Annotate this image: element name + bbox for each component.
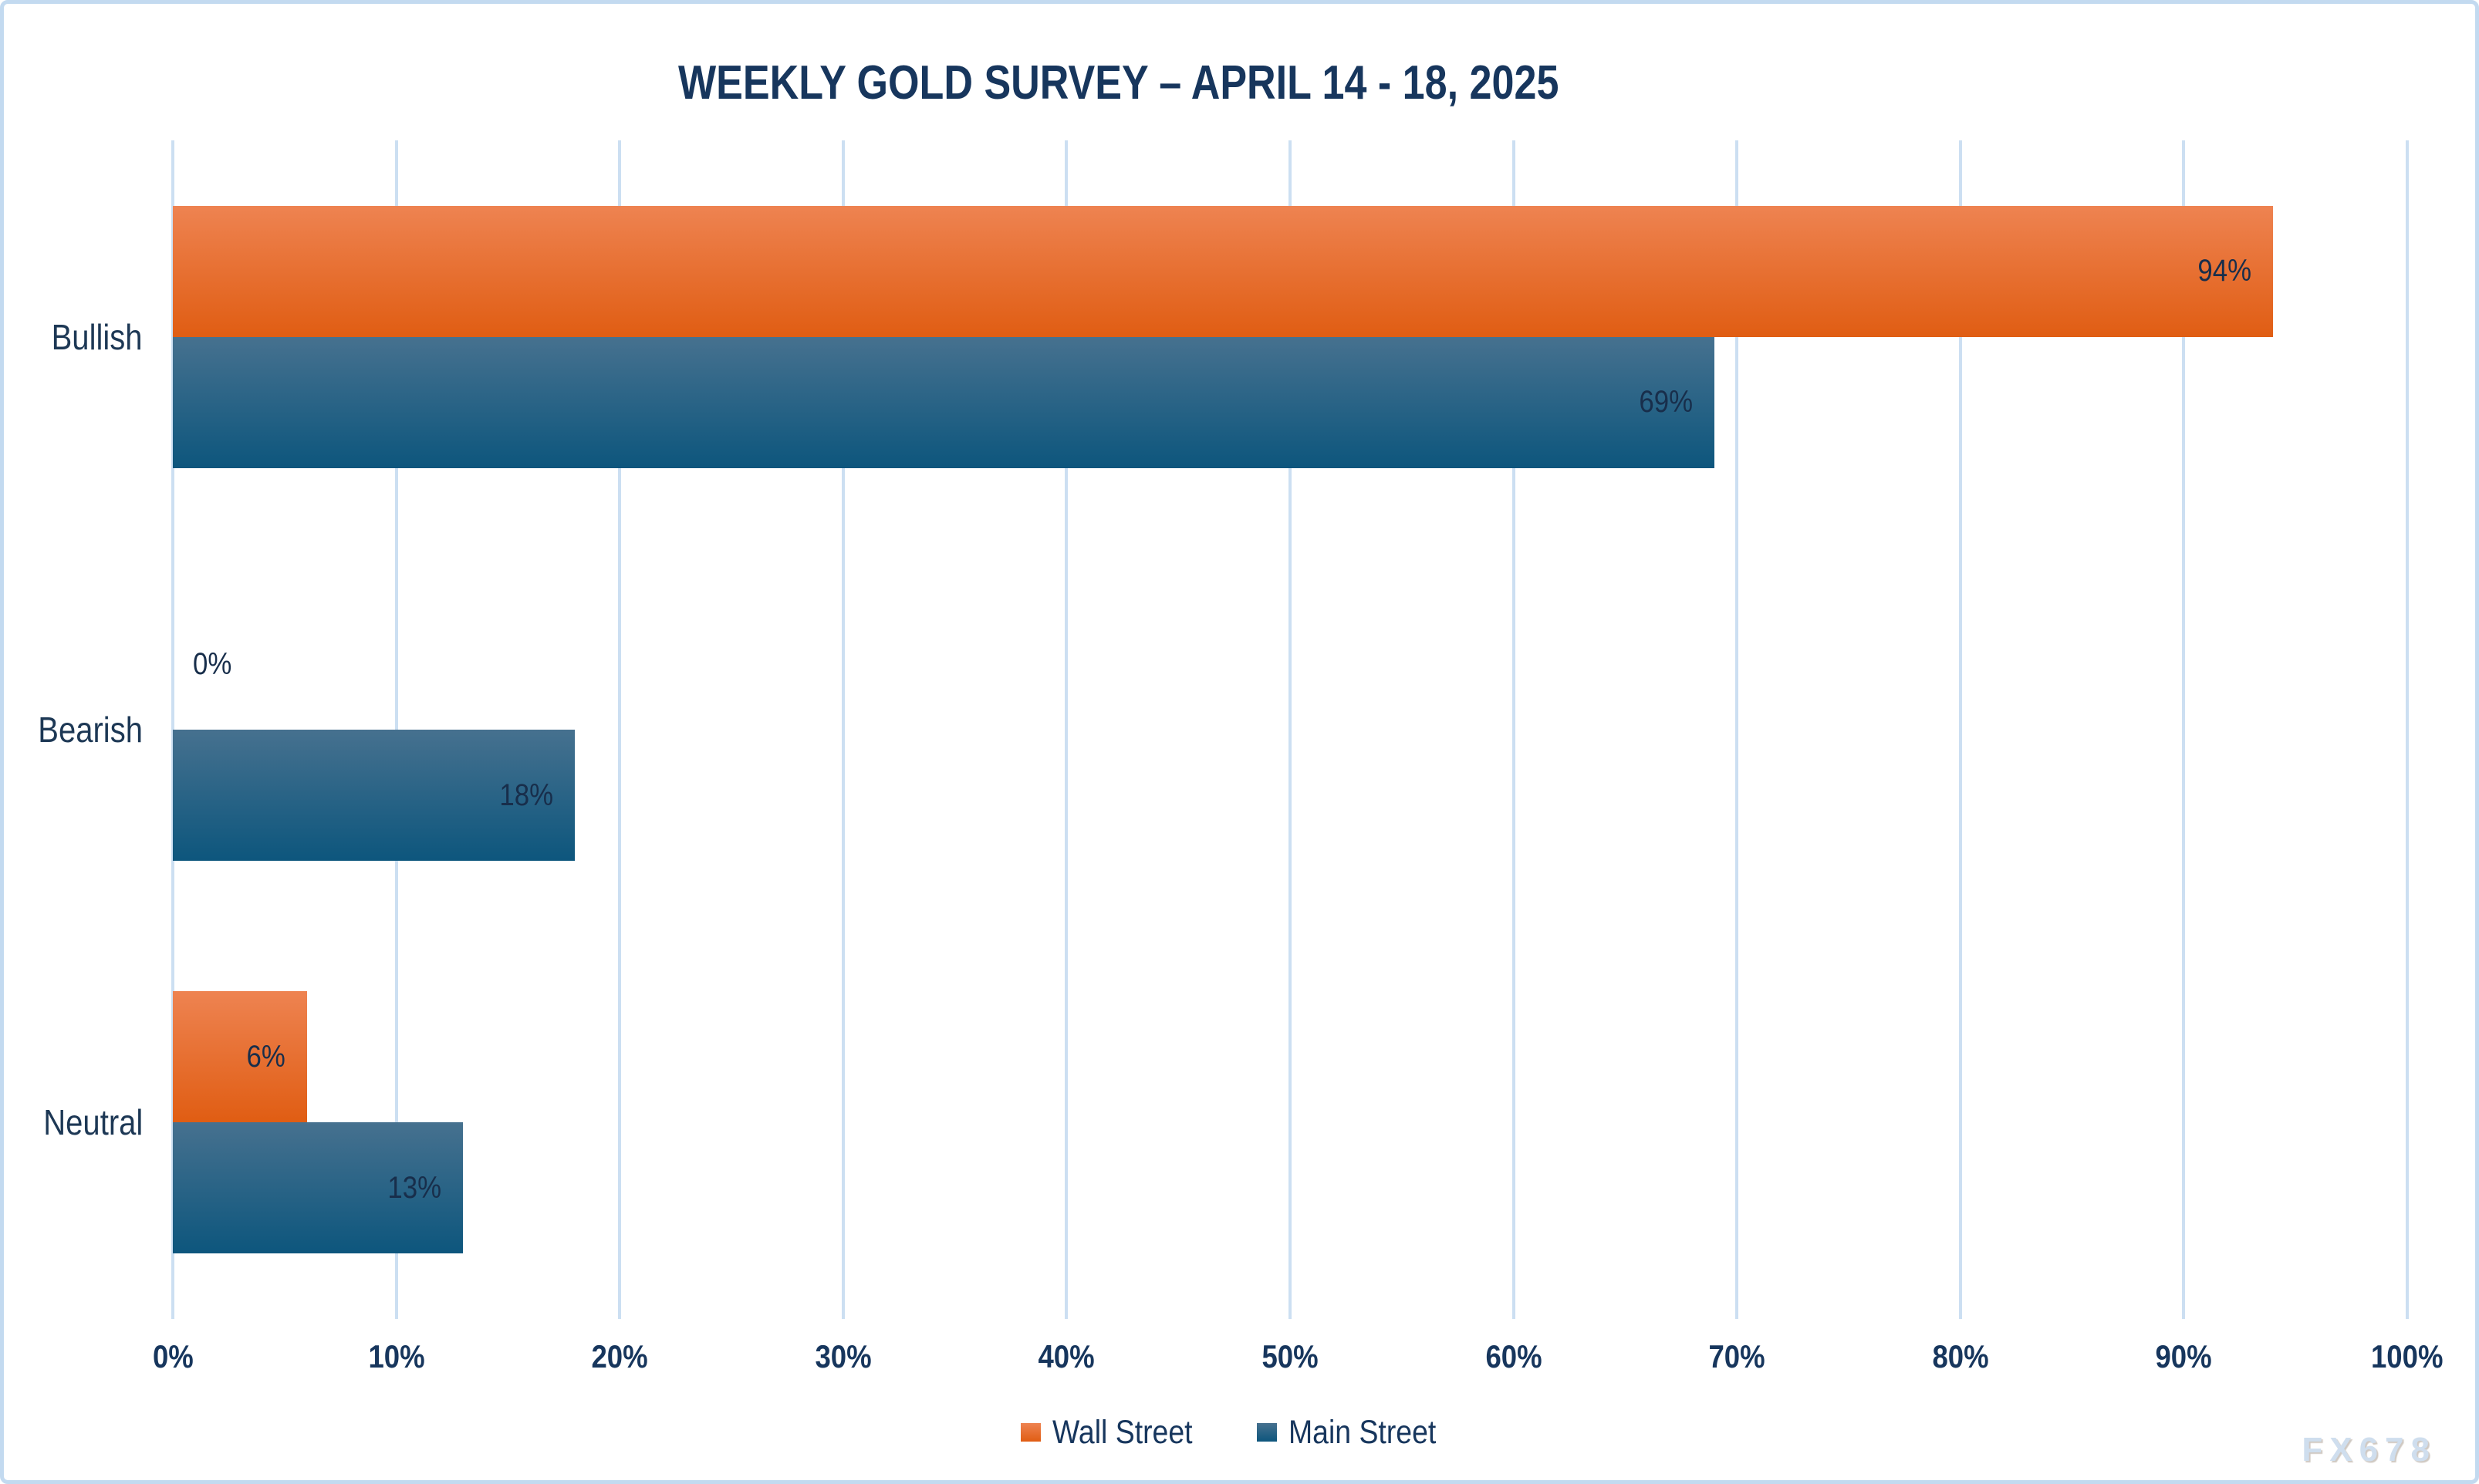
gridline [841,140,845,1319]
gridline [1065,140,1069,1319]
plot-area: 0% 10% 20% 30% 40% 50% 60% 70% 80% 90% 100% Bullish… [4,4,2475,1480]
legend-label: Main Street [1288,1413,1437,1451]
legend-swatch-main-street [1256,1423,1277,1442]
bar-value-label: 94% [2197,254,2252,288]
legend-swatch-wall-street [1021,1423,1042,1442]
x-tick-label: 0% [152,1338,194,1374]
bar-value-label: 13% [387,1170,442,1205]
x-tick-label: 100% [2371,1338,2444,1374]
bar-wall-street-neutral [173,991,307,1123]
category-label: Neutral [42,1102,143,1143]
x-tick-label: 70% [1708,1338,1765,1374]
x-tick-label: 10% [368,1338,425,1374]
x-tick-label: 90% [2155,1338,2212,1374]
x-tick-label: 20% [591,1338,648,1374]
legend-label: Wall Street [1052,1413,1193,1451]
x-tick-label: 40% [1038,1338,1095,1374]
x-tick-label: 50% [1261,1338,1319,1374]
x-tick-label: 60% [1485,1338,1542,1374]
legend-item-wall-street: Wall Street [1021,1414,1214,1452]
watermark: FX678 [2302,1431,2437,1469]
bar-main-street-bearish [173,730,576,861]
category-label: Bearish [38,710,143,750]
gridline [1288,140,1292,1319]
bar-value-label: 18% [499,777,554,812]
gridline [1735,140,1739,1319]
legend-item-main-street: Main Street [1256,1413,1458,1452]
gridline [2406,140,2409,1319]
gridline [1958,140,1962,1319]
gridline [1511,140,1515,1319]
legend: Wall Street Main Street [4,1409,2475,1455]
bar-wall-street-bullish [173,205,2274,337]
bar-value-label: 0% [193,646,232,681]
bar-value-label: 69% [1639,385,1694,420]
category-label: Bullish [52,316,143,357]
x-tick-label: 30% [815,1338,872,1374]
bar-main-street-neutral [173,1122,464,1254]
bar-main-street-bullish [173,336,1715,468]
gridline [2182,140,2186,1319]
gridline [618,140,622,1319]
bar-value-label: 6% [246,1039,285,1074]
chart-title: WEEKLY GOLD SURVEY – APRIL 14 - 18, 2025 [678,56,1559,110]
x-tick-label: 80% [1932,1338,1989,1374]
